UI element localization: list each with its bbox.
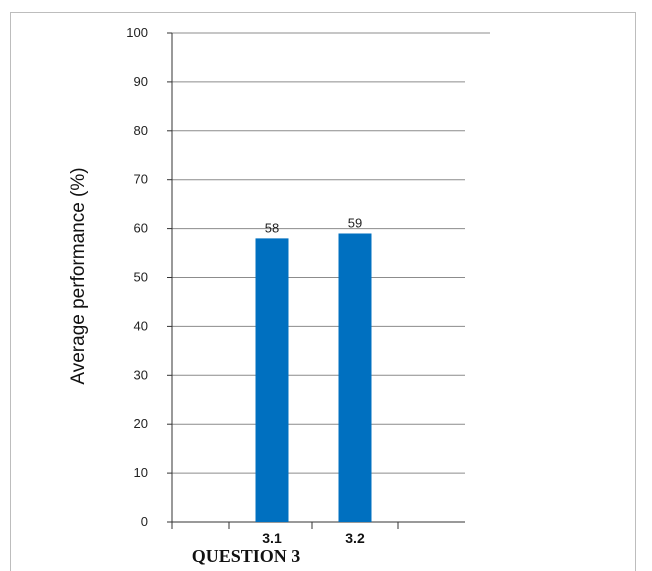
y-axis-ticks: 0 10 20 30 40 50 60 70 80 90 100 bbox=[126, 25, 172, 529]
bars bbox=[255, 233, 372, 523]
x-axis-title: QUESTION 3 bbox=[192, 546, 301, 566]
y-tick-label: 30 bbox=[134, 367, 148, 382]
category-labels: 3.1 3.2 bbox=[262, 530, 365, 546]
category-label: 3.2 bbox=[345, 530, 365, 546]
data-label: 59 bbox=[348, 215, 362, 230]
y-tick-label: 100 bbox=[126, 25, 148, 40]
y-tick-label: 10 bbox=[134, 465, 148, 480]
data-label: 58 bbox=[265, 220, 279, 235]
category-label: 3.1 bbox=[262, 530, 282, 546]
y-tick-label: 50 bbox=[134, 270, 148, 285]
y-tick-label: 20 bbox=[134, 416, 148, 431]
bar-3.2 bbox=[338, 233, 372, 523]
bar-3.1 bbox=[255, 238, 289, 522]
y-tick-label: 60 bbox=[134, 221, 148, 236]
y-tick-label: 0 bbox=[141, 514, 148, 529]
y-axis-label: Average performance (%) bbox=[68, 167, 89, 384]
y-tick-label: 40 bbox=[134, 318, 148, 333]
y-tick-label: 90 bbox=[134, 74, 148, 89]
data-labels: 58 59 bbox=[265, 215, 362, 235]
y-tick-label: 80 bbox=[134, 123, 148, 138]
x-axis-ticks bbox=[171, 522, 399, 529]
chart-frame bbox=[10, 12, 636, 571]
y-tick-label: 70 bbox=[134, 172, 148, 187]
gridlines bbox=[172, 32, 490, 474]
